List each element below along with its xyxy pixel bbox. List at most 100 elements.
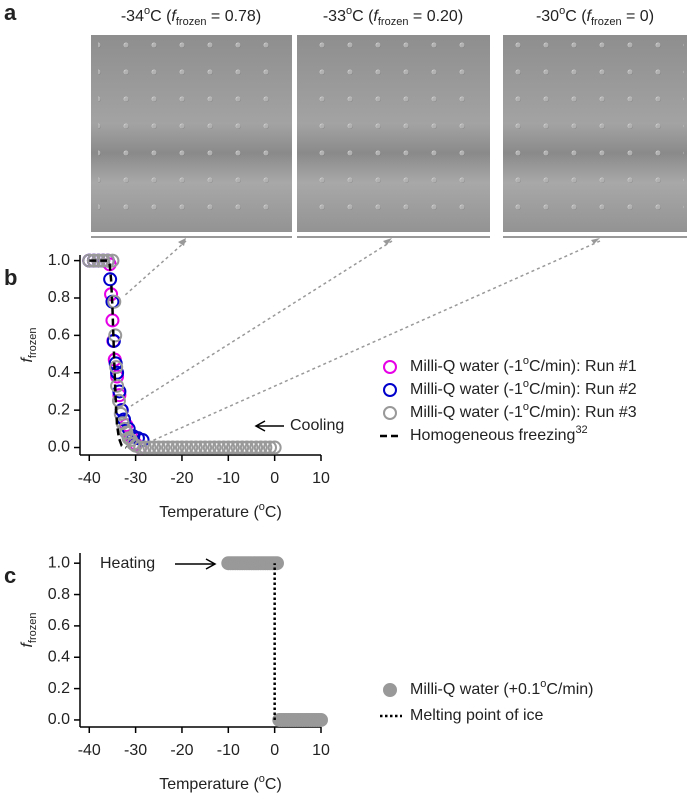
text-part: f: [373, 8, 379, 25]
data-point: [207, 440, 222, 455]
data-point: [314, 712, 328, 727]
y-tick-label: 0.2: [48, 401, 70, 418]
data-point: [107, 294, 122, 309]
text-part: C (: [352, 8, 374, 25]
x-tick-label: -10: [217, 742, 240, 759]
connector: [130, 240, 393, 407]
text-part: o: [259, 773, 265, 785]
y-axis-title: ffrozen: [19, 327, 39, 362]
photos: [91, 35, 687, 445]
text-part: o: [523, 401, 529, 413]
x-tick-label: -20: [170, 742, 193, 759]
text-part: frozen: [378, 16, 409, 28]
text-part: Temperature (: [159, 776, 259, 793]
data-point: [109, 360, 124, 375]
text-part: 32: [575, 424, 587, 436]
legend-label: Milli-Q water (-1oC/min): Run #2: [410, 378, 637, 398]
data-point: [258, 440, 273, 455]
text-part: frozen: [27, 327, 39, 358]
data-point: [112, 388, 127, 403]
data-point: [179, 440, 194, 455]
data-point: [110, 369, 125, 384]
data-point: [113, 406, 128, 421]
data-point: [225, 440, 240, 455]
data-point: [216, 440, 231, 455]
y-tick-label: 1.0: [48, 252, 70, 269]
text-part: Melting point of ice: [410, 707, 544, 724]
text-part: C/min): [546, 681, 593, 698]
data-point: [103, 272, 118, 287]
data-point: [193, 440, 208, 455]
legend-label: Milli-Q water (-1oC/min): Run #3: [410, 401, 637, 421]
data-point: [269, 556, 284, 571]
photo-caption: -33oC (ffrozen = 0.20): [323, 5, 463, 28]
data-point: [249, 440, 264, 455]
photo-droplets: [302, 35, 486, 225]
text-part: f: [171, 8, 177, 25]
panel-label: a: [4, 0, 17, 25]
x-tick-label: -30: [124, 470, 147, 487]
y-tick-label: 0.6: [48, 327, 70, 344]
legend-swatch: [383, 406, 397, 420]
x-axis-title: Temperature (oC): [159, 501, 282, 521]
y-tick-label: 0.8: [48, 289, 70, 306]
data-point: [133, 440, 148, 455]
y-tick-label: 0.8: [48, 586, 70, 603]
text-part: -34: [121, 8, 144, 25]
text-part: = 0.78): [206, 8, 261, 25]
legend-label: Melting point of ice: [410, 707, 544, 724]
x-tick-label: -30: [124, 742, 147, 759]
data-point: [267, 440, 282, 455]
photo-caption: -34oC (ffrozen = 0.78): [121, 5, 261, 28]
data-point: [235, 440, 250, 455]
legend-swatch: [383, 383, 397, 397]
y-tick-label: 0.0: [48, 711, 70, 728]
data-point: [253, 440, 268, 455]
text-part: frozen: [27, 612, 39, 643]
annotation: Heating: [100, 555, 155, 572]
photo-caption: -30oC (ffrozen = 0): [536, 5, 654, 28]
panel-label: c: [4, 563, 16, 588]
data-point: [156, 440, 171, 455]
x-tick-label: -20: [170, 470, 193, 487]
y-tick-label: 0.4: [48, 648, 70, 665]
text-part: o: [259, 501, 265, 513]
text-part: C/min): Run #1: [529, 358, 637, 375]
data-point: [202, 440, 217, 455]
data-point: [111, 393, 126, 408]
data-point: [142, 440, 157, 455]
x-tick-label: 10: [312, 470, 330, 487]
y-tick-label: 0.0: [48, 439, 70, 456]
data-point: [263, 440, 278, 455]
text-part: o: [523, 355, 529, 367]
photo-droplets: [508, 35, 684, 225]
data-point: [108, 328, 123, 343]
data-point: [151, 440, 166, 455]
text-part: Milli-Q water (-1: [410, 358, 523, 375]
text-part: = 0): [622, 8, 654, 25]
text-part: o: [523, 378, 529, 390]
x-tick-label: -40: [78, 470, 101, 487]
y-tick-label: 0.2: [48, 680, 70, 697]
annotation-arrowhead: [254, 420, 266, 432]
text-part: o: [559, 5, 565, 17]
text-part: f: [19, 642, 36, 648]
connector: [144, 240, 601, 445]
x-tick-label: -40: [78, 742, 101, 759]
y-axis-title: ffrozen: [19, 612, 39, 647]
data-point: [212, 440, 227, 455]
text-part: C): [265, 504, 282, 521]
connector-arrow: [591, 238, 600, 244]
photo-droplets: [98, 35, 288, 225]
data-point: [96, 253, 111, 268]
data-point: [239, 440, 254, 455]
data-point: [188, 440, 203, 455]
legend-swatch: [383, 683, 397, 697]
connector-arrow: [383, 238, 392, 245]
data-point: [198, 440, 213, 455]
data-point: [221, 440, 236, 455]
annotation: Cooling: [290, 417, 344, 434]
data-point: [244, 440, 259, 455]
text-part: frozen: [176, 16, 207, 28]
